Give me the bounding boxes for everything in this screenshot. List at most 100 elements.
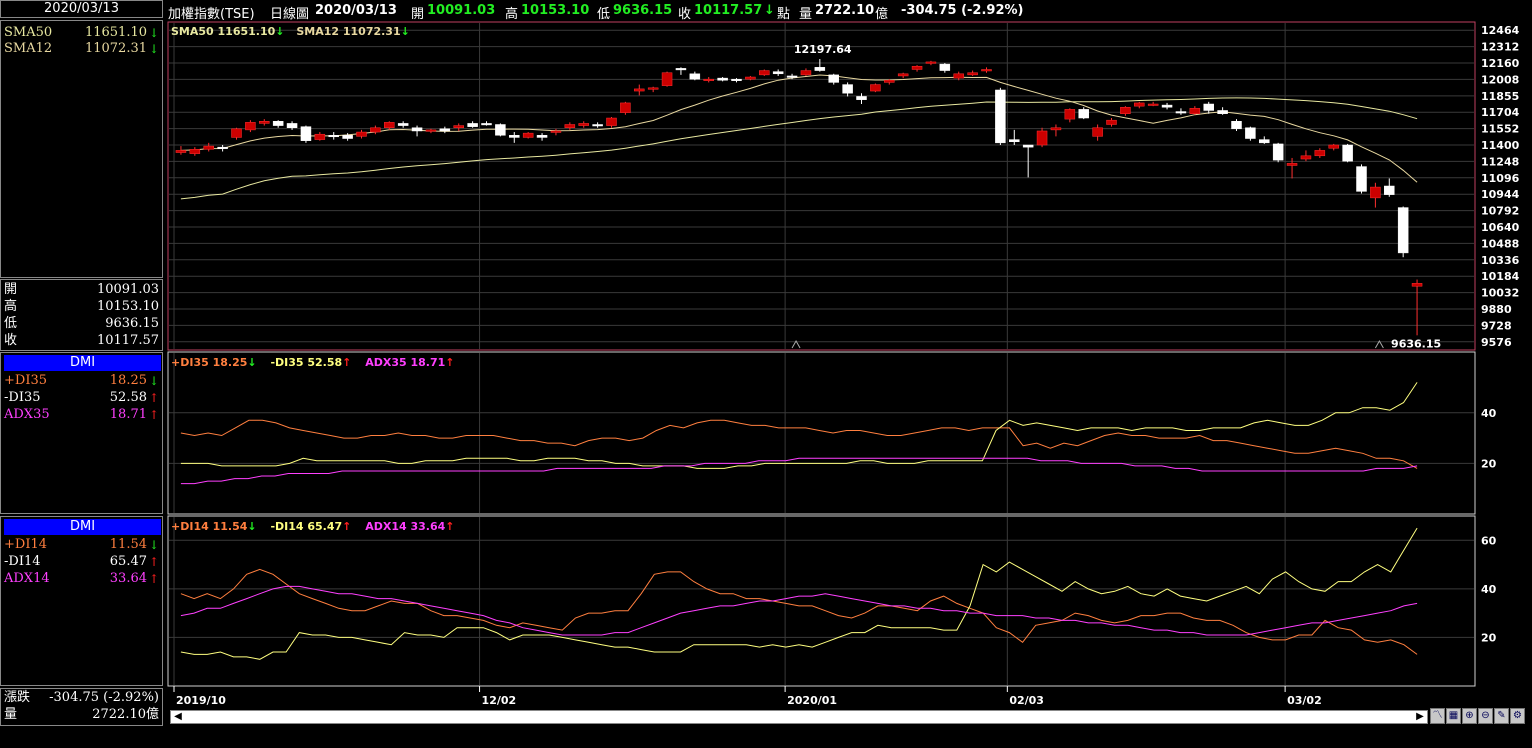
chart-area[interactable]: 2019/10 12/02 2020/01 02/03 03/02 12464 12312 1… [164, 18, 1532, 708]
open-value: 10091.03 [96, 282, 159, 297]
candle-body [231, 128, 242, 138]
adx14-legend: ADX14 33.64 [365, 520, 446, 533]
sma50-label: SMA50 [4, 25, 53, 40]
y-tick-label: 10032 [1481, 287, 1519, 300]
y-tick-label: 20 [1481, 457, 1497, 470]
candle-body [967, 72, 978, 76]
candle-body [370, 127, 381, 133]
y-tick-label: 11704 [1481, 106, 1520, 119]
candle-body [870, 84, 881, 92]
candle-body [939, 63, 951, 71]
sma12-line [180, 74, 1418, 183]
close-value: 10117.57 [96, 333, 159, 348]
candle-body [897, 73, 909, 77]
header-change-value: -304.75 (-2.92%) [901, 3, 1024, 18]
candle-body [481, 123, 492, 126]
arrow-down-icon: ↓ [148, 538, 159, 552]
candle-body [1050, 127, 1062, 131]
low-annotation: 9636.15 [1391, 337, 1441, 350]
panel-date: 2020/03/13 [0, 0, 163, 18]
adx35-legend: ADX35 18.71 [365, 356, 446, 369]
candle-body [1314, 150, 1326, 157]
arrow-up-icon: ↑ [148, 408, 159, 422]
low-value: 9636.15 [105, 316, 159, 331]
volume-label: 量 [4, 707, 18, 722]
y-tick-label: 11096 [1481, 172, 1520, 185]
candle-body [1189, 108, 1201, 114]
candle-body [592, 124, 603, 127]
pdi35-value: 18.25 [109, 373, 147, 388]
arrow-down-icon: ↓ [247, 356, 257, 369]
candle-body [1411, 283, 1423, 287]
symbol-name: 加權指數(TSE) [168, 7, 255, 22]
candle-body [1036, 130, 1048, 146]
high-label: 高 [4, 299, 18, 314]
zoom-out-icon[interactable]: ⊖ [1478, 708, 1493, 724]
arrow-down-icon: ↓ [275, 25, 285, 38]
candle-body [842, 84, 853, 94]
candle-body [1259, 139, 1270, 144]
mdi35-legend: -DI35 52.58 [270, 356, 343, 369]
close-label: 收 [4, 333, 18, 348]
quote-header: 加權指數(TSE) 日線圖 2020/03/13 開 10091.03 高 10… [165, 0, 1532, 22]
period-label: 日線圖 [270, 7, 310, 22]
candle-body [300, 126, 312, 141]
candle-body [1009, 139, 1020, 143]
candle-body [981, 69, 992, 72]
pdi14-legend: +DI14 11.54 [171, 520, 248, 533]
mdi35-label: -DI35 [4, 390, 41, 405]
candle-body [175, 150, 187, 153]
time-scrollbar[interactable]: ◀ ▶ [170, 710, 1428, 724]
header-close-value: 10117.57 [694, 3, 763, 18]
ohlc-box: 開 10091.03 高 10153.10 低 9636.15 收 10117.… [0, 279, 163, 351]
candle-body [1342, 144, 1353, 162]
candle-body [1300, 155, 1312, 160]
low-row: 低 9636.15 [4, 316, 159, 332]
y-tick-label: 10488 [1481, 237, 1519, 250]
scroll-right-arrow-icon[interactable]: ▶ [1416, 711, 1424, 722]
price-legend: SMA50 11651.10↓ SMA12 11072.31↓ [171, 25, 410, 38]
candle-body [328, 135, 339, 138]
adx-line [180, 457, 1418, 485]
mdi14-legend: -DI14 65.47 [270, 520, 343, 533]
date-icon[interactable]: ▦ [1446, 708, 1461, 724]
candle-body [1217, 110, 1228, 114]
x-tick-label: 02/03 [1009, 694, 1044, 707]
adx-line [180, 585, 1418, 636]
pdi-line [180, 568, 1418, 655]
mdi14-value: 65.47 [109, 554, 147, 569]
left-info-panel: 2020/03/13 SMA50 11651.10 ↓ SMA12 11072.… [0, 0, 164, 748]
open-row: 開 10091.03 [4, 282, 159, 298]
draw-tool-icon[interactable]: ✎ [1494, 708, 1509, 724]
dmi35-legend: +DI35 18.25↓ -DI35 52.58↑ ADX35 18.71↑ [171, 356, 455, 369]
sma12-legend: SMA12 11072.31 [296, 25, 401, 38]
y-tick-label: 12464 [1481, 24, 1520, 37]
candle-body [911, 65, 923, 70]
zoom-in-icon[interactable]: ⊕ [1462, 708, 1477, 724]
candle-body [1064, 109, 1076, 120]
candle-body [1384, 185, 1395, 195]
dmi14-legend: +DI14 11.54↓ -DI14 65.47↑ ADX14 33.64↑ [171, 520, 455, 533]
y-tick-label: 12008 [1481, 73, 1519, 86]
header-date: 2020/03/13 [315, 3, 397, 18]
candle-body [203, 145, 214, 150]
candle-body [384, 122, 395, 128]
candle-body [453, 125, 464, 128]
settings-icon[interactable]: ⚙ [1510, 708, 1525, 724]
candle-body [397, 123, 409, 126]
scroll-left-arrow-icon[interactable]: ◀ [174, 711, 182, 722]
candle-body [620, 102, 631, 113]
candle-body [1120, 106, 1131, 114]
mdi35-value: 52.58 [109, 390, 147, 405]
candle-body [689, 73, 701, 80]
candle-body [814, 67, 826, 71]
candle-body [259, 121, 270, 124]
header-volume-value: 2722.10 [815, 3, 875, 18]
candle-body [439, 128, 451, 132]
candle-body [1134, 102, 1145, 107]
candle-body [745, 76, 756, 80]
candle-body [675, 68, 687, 71]
chart-type-icon[interactable]: 〽 [1430, 708, 1445, 724]
candle-body [217, 146, 228, 149]
candle-body [828, 74, 839, 83]
